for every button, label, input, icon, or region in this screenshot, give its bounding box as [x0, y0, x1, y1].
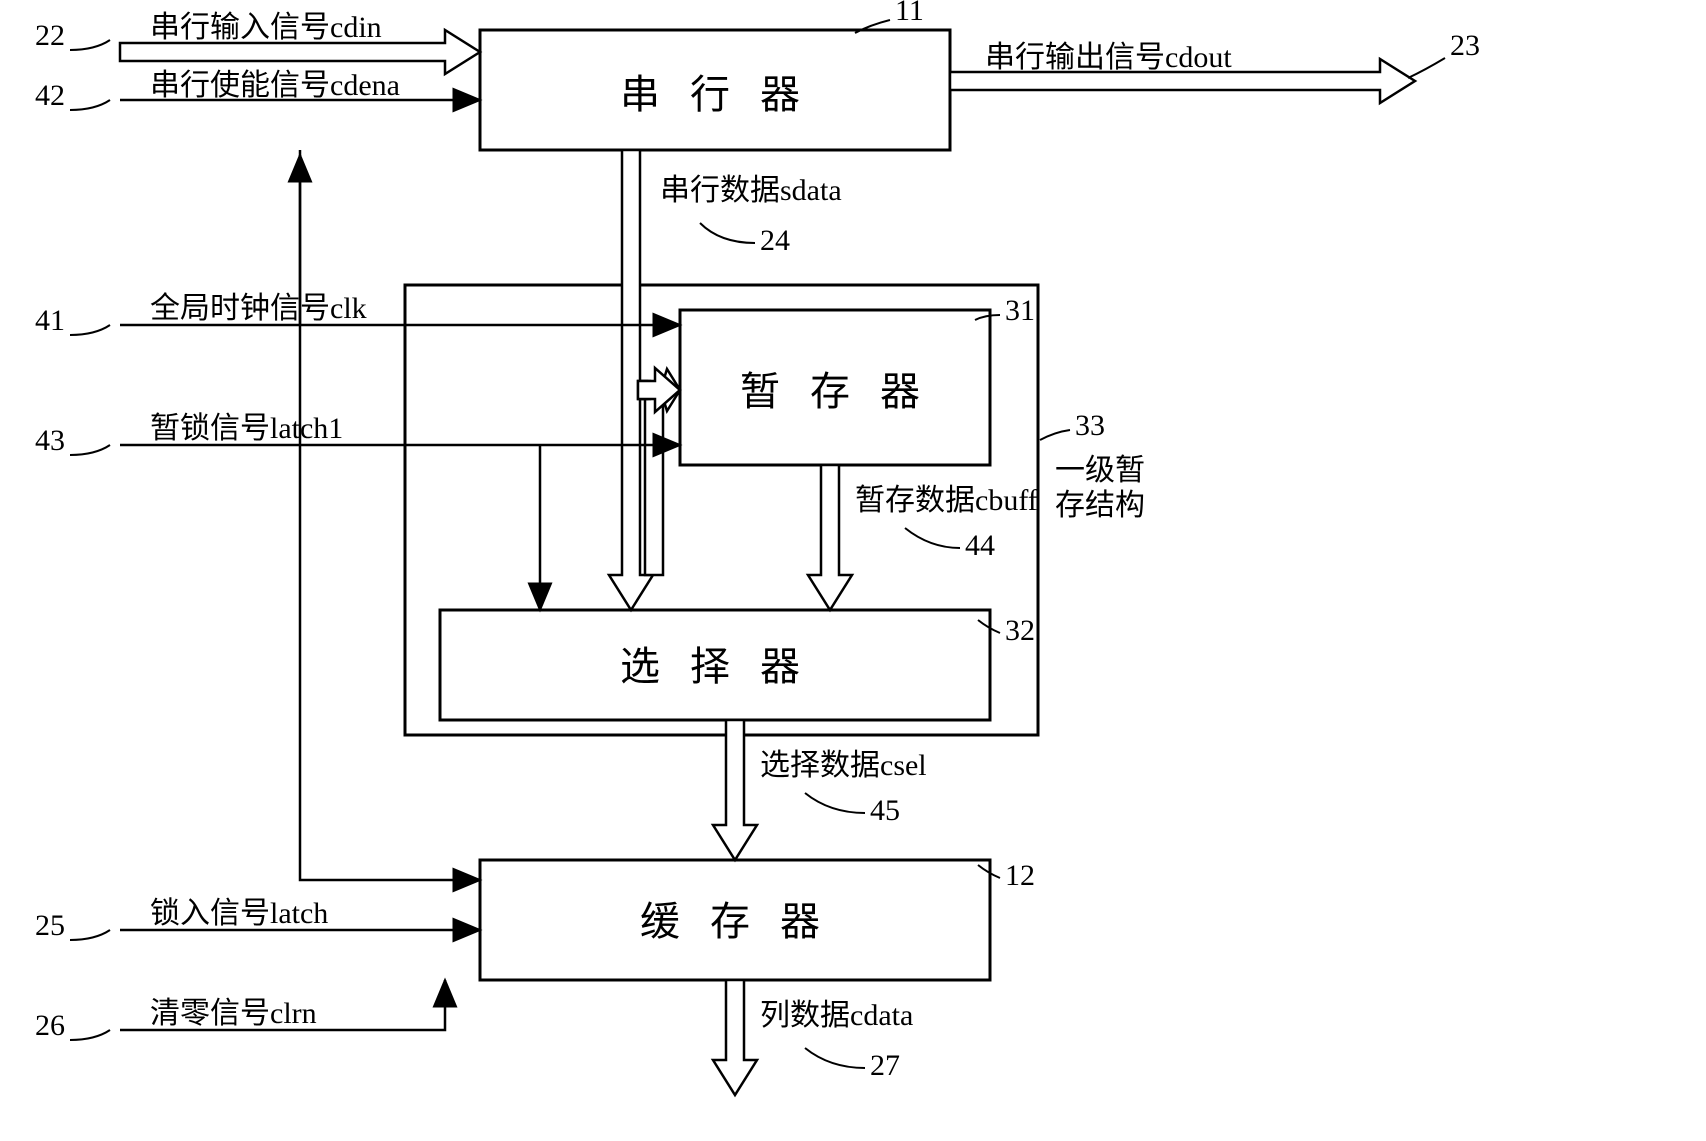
ref-42: 42 — [35, 79, 65, 112]
stage-label-1: 一级暂 — [1055, 454, 1145, 487]
cbuff-label: 暂存数据cbuff — [855, 484, 1038, 517]
ref-32: 32 — [1005, 614, 1035, 647]
cdata-arrow — [713, 980, 757, 1095]
sdata-label: 串行数据sdata — [660, 174, 842, 207]
leader-25 — [70, 930, 110, 940]
leader-22 — [70, 40, 110, 50]
leader-24 — [700, 223, 755, 243]
ref-27: 27 — [870, 1049, 900, 1082]
ref-25: 25 — [35, 909, 65, 942]
register-label: 暂 存 器 — [740, 369, 930, 414]
ref-44: 44 — [965, 529, 995, 562]
latch1-label: 暂锁信号latch1 — [150, 412, 343, 445]
ref-45: 45 — [870, 794, 900, 827]
leader-26 — [70, 1030, 110, 1040]
block-diagram: 串 行 器 暂 存 器 选 择 器 缓 存 器 — [0, 0, 1706, 1141]
leader-23 — [1408, 58, 1445, 78]
leader-41 — [70, 325, 110, 335]
cdena-label: 串行使能信号cdena — [150, 69, 400, 102]
stage-label-2: 存结构 — [1055, 489, 1145, 522]
ref-41: 41 — [35, 304, 65, 337]
serializer-label: 串 行 器 — [620, 72, 810, 117]
ref-22: 22 — [35, 19, 65, 52]
ref-12: 12 — [1005, 859, 1035, 892]
cdout-label: 串行输出信号cdout — [985, 41, 1232, 74]
ref-31: 31 — [1005, 294, 1035, 327]
ref-23: 23 — [1450, 29, 1480, 62]
buffer-label: 缓 存 器 — [640, 899, 830, 944]
cdin-label: 串行输入信号cdin — [150, 11, 382, 44]
leader-27 — [805, 1048, 865, 1068]
leader-42 — [70, 100, 110, 110]
leader-45 — [805, 793, 865, 813]
selector-label: 选 择 器 — [620, 644, 810, 689]
clk-label: 全局时钟信号clk — [150, 292, 367, 325]
ref-26: 26 — [35, 1009, 65, 1042]
cdata-label: 列数据cdata — [760, 999, 913, 1032]
latch-label: 锁入信号latch — [150, 897, 328, 930]
clrn-label: 清零信号clrn — [150, 997, 317, 1030]
csel-label: 选择数据csel — [760, 749, 927, 782]
leader-43 — [70, 445, 110, 455]
ref-11: 11 — [895, 0, 924, 27]
csel-arrow — [713, 720, 757, 860]
ref-43: 43 — [35, 424, 65, 457]
leader-33 — [1040, 430, 1070, 440]
ref-24: 24 — [760, 224, 790, 257]
ref-33: 33 — [1075, 409, 1105, 442]
